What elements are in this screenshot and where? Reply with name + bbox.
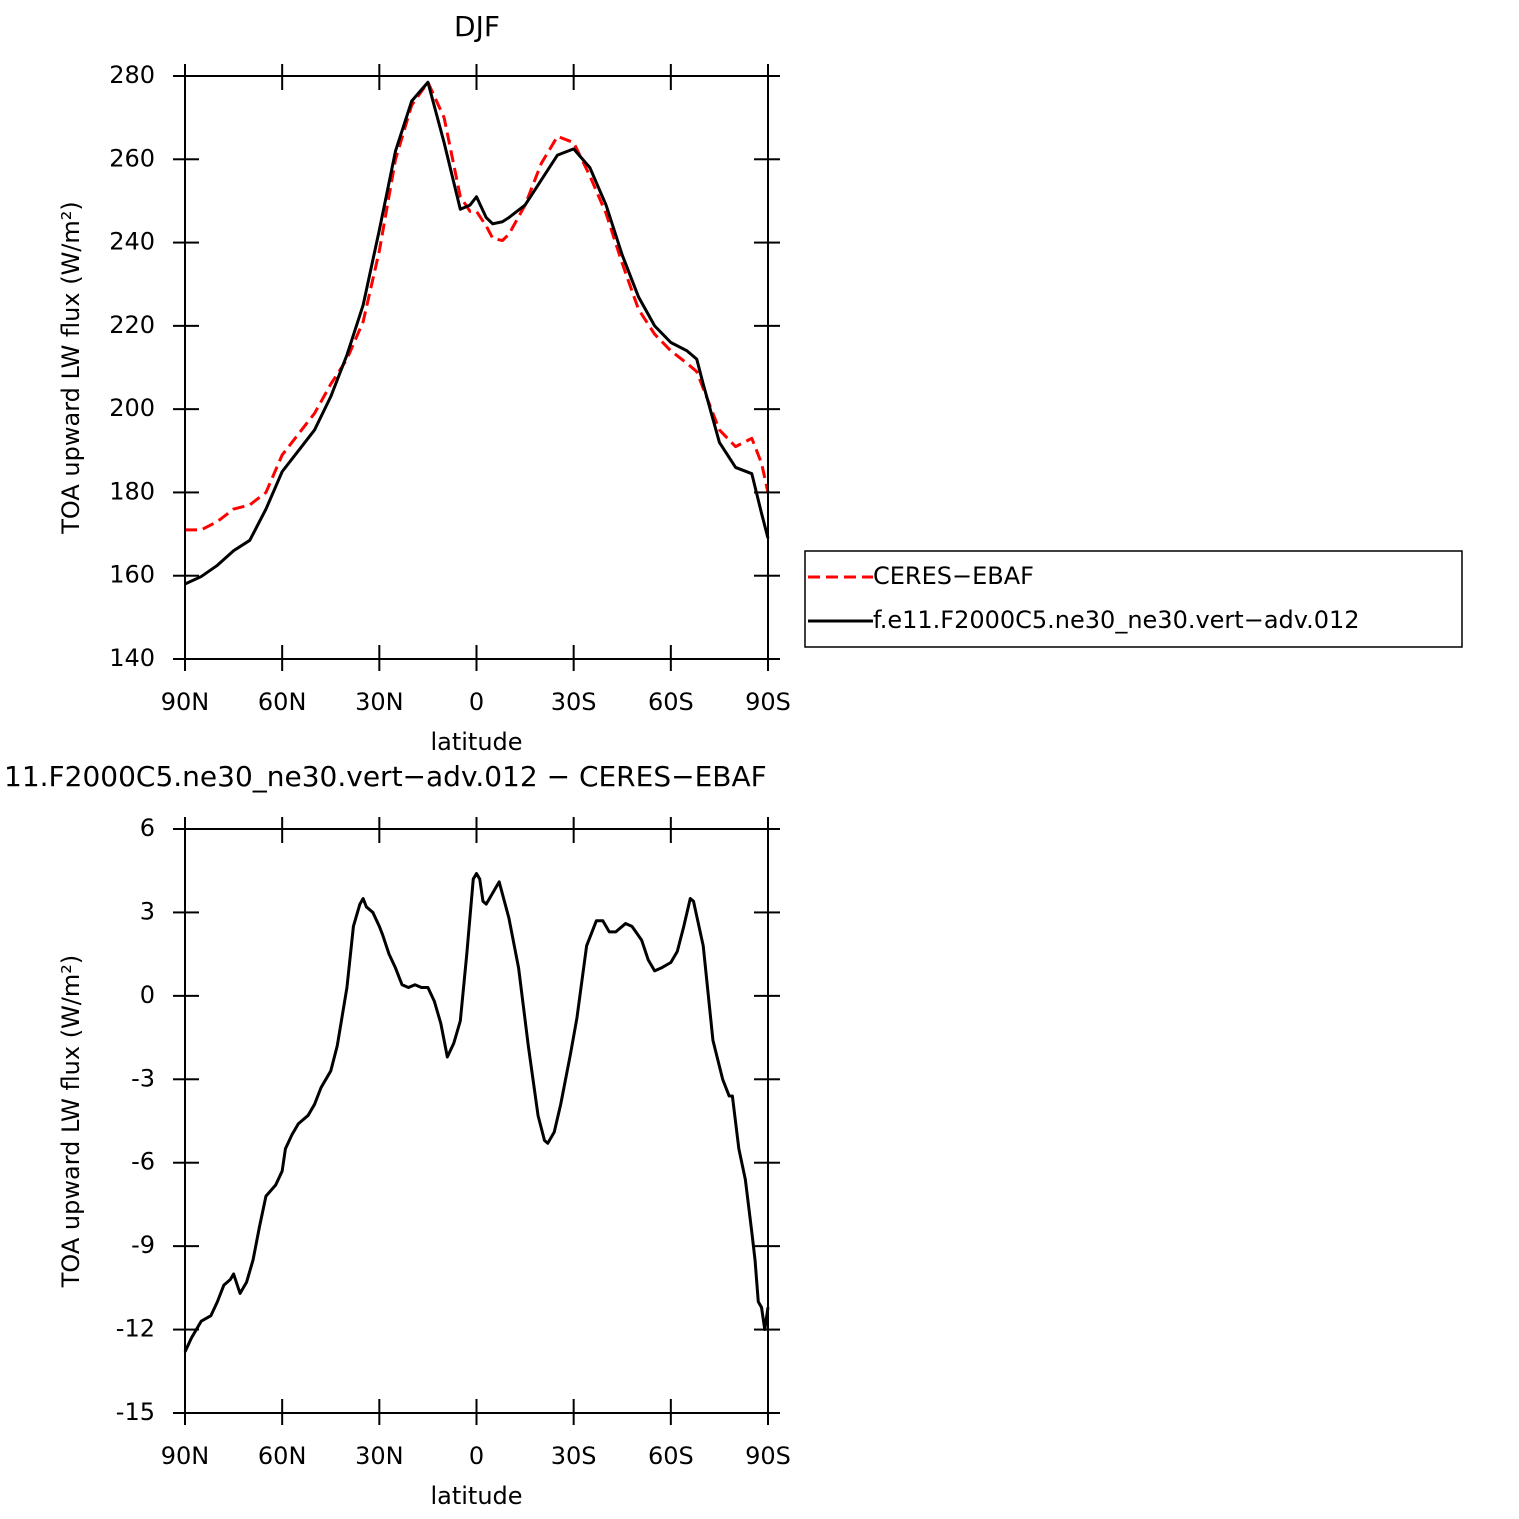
x-tick-label: 30S — [551, 688, 597, 716]
x-tick-label: 30S — [551, 1442, 597, 1470]
y-tick-label: -9 — [131, 1231, 155, 1259]
y-tick-label: 260 — [109, 144, 155, 172]
y-tick-label: 6 — [140, 814, 155, 842]
y-tick-label: 0 — [140, 981, 155, 1009]
x-axis-label: latitude — [430, 728, 522, 756]
x-tick-label: 0 — [469, 688, 484, 716]
y-tick-label: 240 — [109, 228, 155, 256]
x-tick-label: 90S — [745, 1442, 791, 1470]
x-tick-label: 60S — [648, 688, 694, 716]
legend-label: CERES−EBAF — [873, 562, 1034, 590]
x-tick-label: 0 — [469, 1442, 484, 1470]
y-tick-label: 220 — [109, 311, 155, 339]
y-tick-label: 140 — [109, 644, 155, 672]
y-tick-label: 160 — [109, 561, 155, 589]
x-axis-label: latitude — [430, 1482, 522, 1510]
y-axis-label: TOA upward LW flux (W/m²) — [57, 955, 85, 1289]
y-tick-label: 180 — [109, 477, 155, 505]
x-tick-label: 60S — [648, 1442, 694, 1470]
x-tick-label: 90N — [161, 1442, 210, 1470]
x-tick-label: 30N — [355, 688, 404, 716]
chart-title: 11.F2000C5.ne30_ne30.vert−adv.012 − CERE… — [4, 760, 767, 793]
x-tick-label: 90S — [745, 688, 791, 716]
y-tick-label: 3 — [140, 897, 155, 925]
y-tick-label: -3 — [131, 1064, 155, 1092]
legend-box — [804, 550, 1463, 648]
y-tick-label: -15 — [116, 1398, 155, 1426]
data-line — [183, 872, 770, 1353]
x-tick-label: 60N — [258, 1442, 307, 1470]
y-tick-label: 280 — [109, 61, 155, 89]
chart-title: DJF — [454, 10, 500, 43]
x-tick-label: 90N — [161, 688, 210, 716]
y-tick-label: -6 — [131, 1148, 155, 1176]
y-tick-label: 200 — [109, 394, 155, 422]
y-axis-label: TOA upward LW flux (W/m²) — [57, 201, 85, 535]
x-tick-label: 30N — [355, 1442, 404, 1470]
plot-frame — [184, 828, 769, 1414]
plot-frame — [184, 75, 769, 660]
legend-label: f.e11.F2000C5.ne30_ne30.vert−adv.012 — [873, 606, 1360, 634]
data-line — [184, 80, 770, 586]
x-tick-label: 60N — [258, 688, 307, 716]
data-line — [185, 80, 770, 532]
y-tick-label: -12 — [116, 1315, 155, 1343]
